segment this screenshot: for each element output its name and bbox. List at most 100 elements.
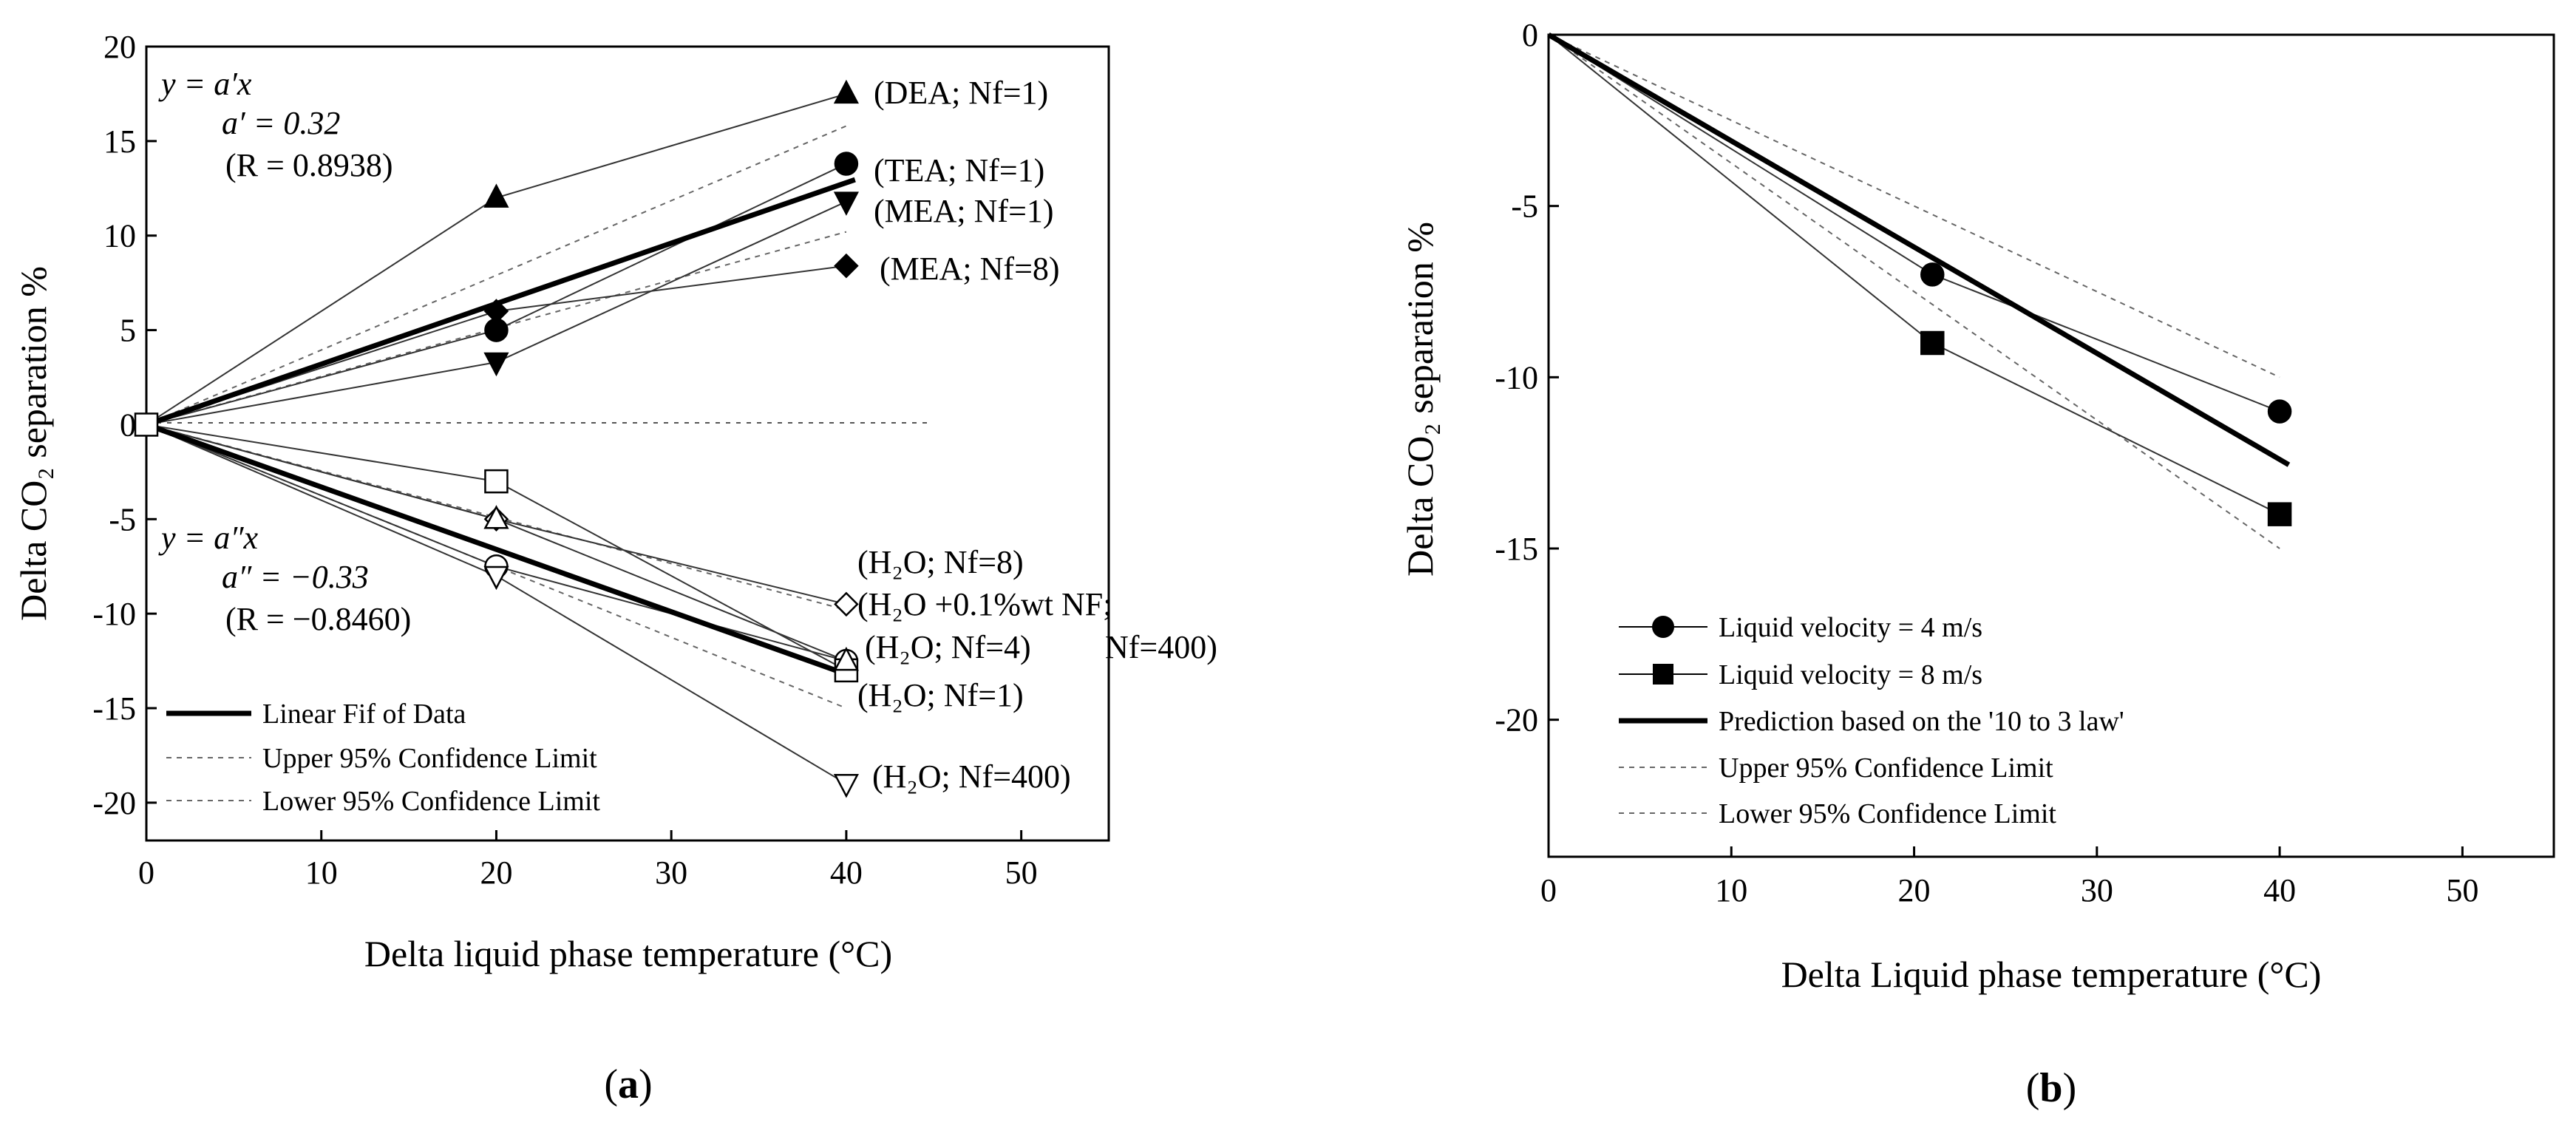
panel-b-y-tick-label: -5: [1511, 188, 1538, 225]
panel-b-prediction-line-path: [1547, 32, 2291, 467]
legend-a-lower-label: Lower 95% Confidence Limit: [262, 786, 600, 817]
annotation-fit-neg-eq: y = a″x: [158, 520, 259, 556]
panel-a-y-tick-label: -15: [92, 690, 136, 727]
legend-b-lower-label: Lower 95% Confidence Limit: [1719, 798, 2056, 829]
panel-a-x-tick-label: 20: [480, 855, 512, 891]
panel-b-confidence-lines: [1548, 34, 2280, 549]
legend-b-upper-label: Upper 95% Confidence Limit: [1719, 753, 2053, 784]
series-label-tea-nf1: (TEA; Nf=1): [874, 152, 1044, 188]
panel-a-x-tick-label: 10: [305, 855, 338, 891]
legend-b-v4-marker: [1652, 616, 1674, 638]
panel-b-upper-confidence: [1548, 34, 2280, 378]
annotation-fit-pos-eq: y = a′x: [158, 66, 252, 102]
data-point-h-o-nf-1: [833, 646, 859, 671]
panel-b-markers: [1920, 262, 2292, 526]
panel-b-y-tick-label: -20: [1495, 702, 1538, 738]
panel-a-legend: Linear Fif of Data Upper 95% Confidence …: [166, 699, 600, 817]
panel-a-linear-fit-negative: [145, 422, 856, 680]
panel-b-y-axis: 0 -5 -10 -15 -20: [1495, 17, 1559, 738]
panel-a-label: (a): [604, 1062, 652, 1107]
panel-b-x-tick-label: 0: [1540, 872, 1557, 908]
series-label-h2o-nf4: (H₂O; Nf=4): [865, 629, 1031, 665]
series-label-h2o-nf-line2: Nf=400): [1105, 629, 1217, 665]
panel-a-plot-frame: [145, 45, 1110, 842]
panel-a-x-axis-title: Delta liquid phase temperature (°C): [364, 933, 892, 974]
annotation-fit-neg-r: (R = −0.8460): [225, 601, 411, 637]
panel-b-x-tick-label: 50: [2446, 872, 2478, 908]
panel-a-y-tick-label: -20: [92, 785, 136, 821]
data-point-tea-nf-1: [834, 152, 859, 176]
panel-b-x-tick-label: 40: [2263, 872, 2296, 908]
data-point-h-o-nf-400: [833, 774, 859, 798]
series-label-mea-nf1: (MEA; Nf=1): [874, 193, 1054, 229]
legend-b-v4-label: Liquid velocity = 4 m/s: [1719, 612, 1982, 643]
data-point-mea-nf-1: [833, 191, 859, 216]
annotation-fit-pos-r: (R = 0.8938): [225, 147, 392, 183]
panel-a-fit-lines: [145, 177, 856, 680]
legend-b-v8-label: Liquid velocity = 8 m/s: [1719, 659, 1982, 690]
data-point-dea-nf-1: [833, 79, 859, 104]
panel-b: 0 -5 -10 -15 -20 0 10 20 30 40 50 Liquid velocity…: [1399, 17, 2555, 1111]
annotation-fit-pos-a: a′ = 0.32: [222, 105, 340, 141]
legend-a-upper-label: Upper 95% Confidence Limit: [262, 743, 597, 774]
panel-b-y-tick-label: -10: [1495, 359, 1538, 395]
data-point-liquid-velocity-8-m-s: [2267, 502, 2292, 526]
panel-a-y-tick-label: 10: [103, 218, 136, 254]
annotation-fit-neg-a: a″ = −0.33: [222, 559, 369, 595]
panel-b-x-tick-label: 30: [2081, 872, 2113, 908]
data-point-liquid-velocity-4-m-s: [1920, 262, 1945, 287]
data-point-h-o-nf-4: [484, 469, 509, 494]
series-label-h2o-nf-line1: (H₂O +0.1%wt NF;: [857, 586, 1112, 622]
legend-a-linear-fit-label: Linear Fif of Data: [262, 699, 466, 730]
data-point-liquid-velocity-8-m-s: [1920, 330, 1945, 356]
panel-a-x-tick-label: 0: [138, 855, 154, 891]
panel-b-x-tick-label: 10: [1715, 872, 1747, 908]
series-label-mea-nf8: (MEA; Nf=8): [880, 251, 1060, 287]
data-point-mea-nf-1: [483, 352, 509, 377]
panel-b-y-axis-title: Delta CO₂ separation %: [1399, 222, 1441, 577]
panel-a-y-tick-label: -5: [109, 501, 136, 537]
panel-b-label: (b): [2026, 1065, 2076, 1111]
panel-a-x-tick-label: 50: [1005, 855, 1038, 891]
panel-a-y-tick-label: 5: [120, 313, 136, 349]
panel-a-markers: [134, 79, 859, 798]
data-point-mea-nf-8: [483, 299, 509, 324]
data-point-h-o-nf-8: [834, 591, 859, 617]
data-point-dea-nf-1: [483, 183, 509, 208]
panel-b-lower-confidence: [1548, 34, 2280, 549]
panel-b-legend: Liquid velocity = 4 m/s Liquid velocity …: [1619, 612, 2124, 829]
series-line-liquid-velocity-8-m-s: [1548, 34, 2280, 515]
panel-b-x-tick-label: 20: [1898, 872, 1931, 908]
panel-a-y-tick-label: 0: [120, 407, 136, 443]
panel-a-y-tick-label: 15: [103, 123, 136, 160]
series-line-liquid-velocity-4-m-s: [1548, 34, 2280, 412]
panel-a-y-tick-label: -10: [92, 596, 136, 632]
series-label-dea-nf1: (DEA; Nf=1): [874, 75, 1048, 111]
panel-a-upper-confidence-negative: [146, 424, 847, 611]
data-point-liquid-velocity-4-m-s: [2267, 399, 2292, 424]
legend-b-prediction-label: Prediction based on the '10 to 3 law': [1719, 706, 2124, 737]
panel-a-linear-fit-positive: [145, 177, 856, 427]
panel-a-y-axis: 20 15 10 5 0 -5 -10 -15 -20: [92, 29, 157, 821]
panel-b-plot-frame: [1547, 33, 2555, 858]
legend-b-v8-marker: [1653, 664, 1673, 685]
panel-a-upper-confidence-positive: [146, 125, 847, 426]
series-label-h2o-nf8: (H₂O; Nf=8): [857, 544, 1024, 580]
panel-a-x-axis: 0 10 20 30 40 50: [138, 830, 1038, 891]
panel-b-y-tick-label: -15: [1495, 531, 1538, 567]
data-point-mea-nf-8: [834, 253, 859, 279]
series-line-mea-nf-8: [146, 265, 847, 426]
data-point-h-o-nf-400: [483, 566, 509, 591]
panel-a-y-axis-title: Delta CO₂ separation %: [13, 266, 54, 621]
panel-b-prediction-line: [1547, 32, 2291, 467]
panel-a-x-tick-label: 30: [655, 855, 687, 891]
panel-a-y-tick-label: 20: [103, 29, 136, 65]
data-point-h-o-nf-1: [483, 505, 509, 529]
panel-b-x-axis-title: Delta Liquid phase temperature (°C): [1781, 954, 2322, 995]
panel-b-y-tick-label: 0: [1522, 17, 1538, 53]
panel-b-series: [1548, 34, 2280, 515]
series-label-h2o-nf1: (H₂O; Nf=1): [857, 677, 1024, 713]
panel-a-x-tick-label: 40: [830, 855, 863, 891]
